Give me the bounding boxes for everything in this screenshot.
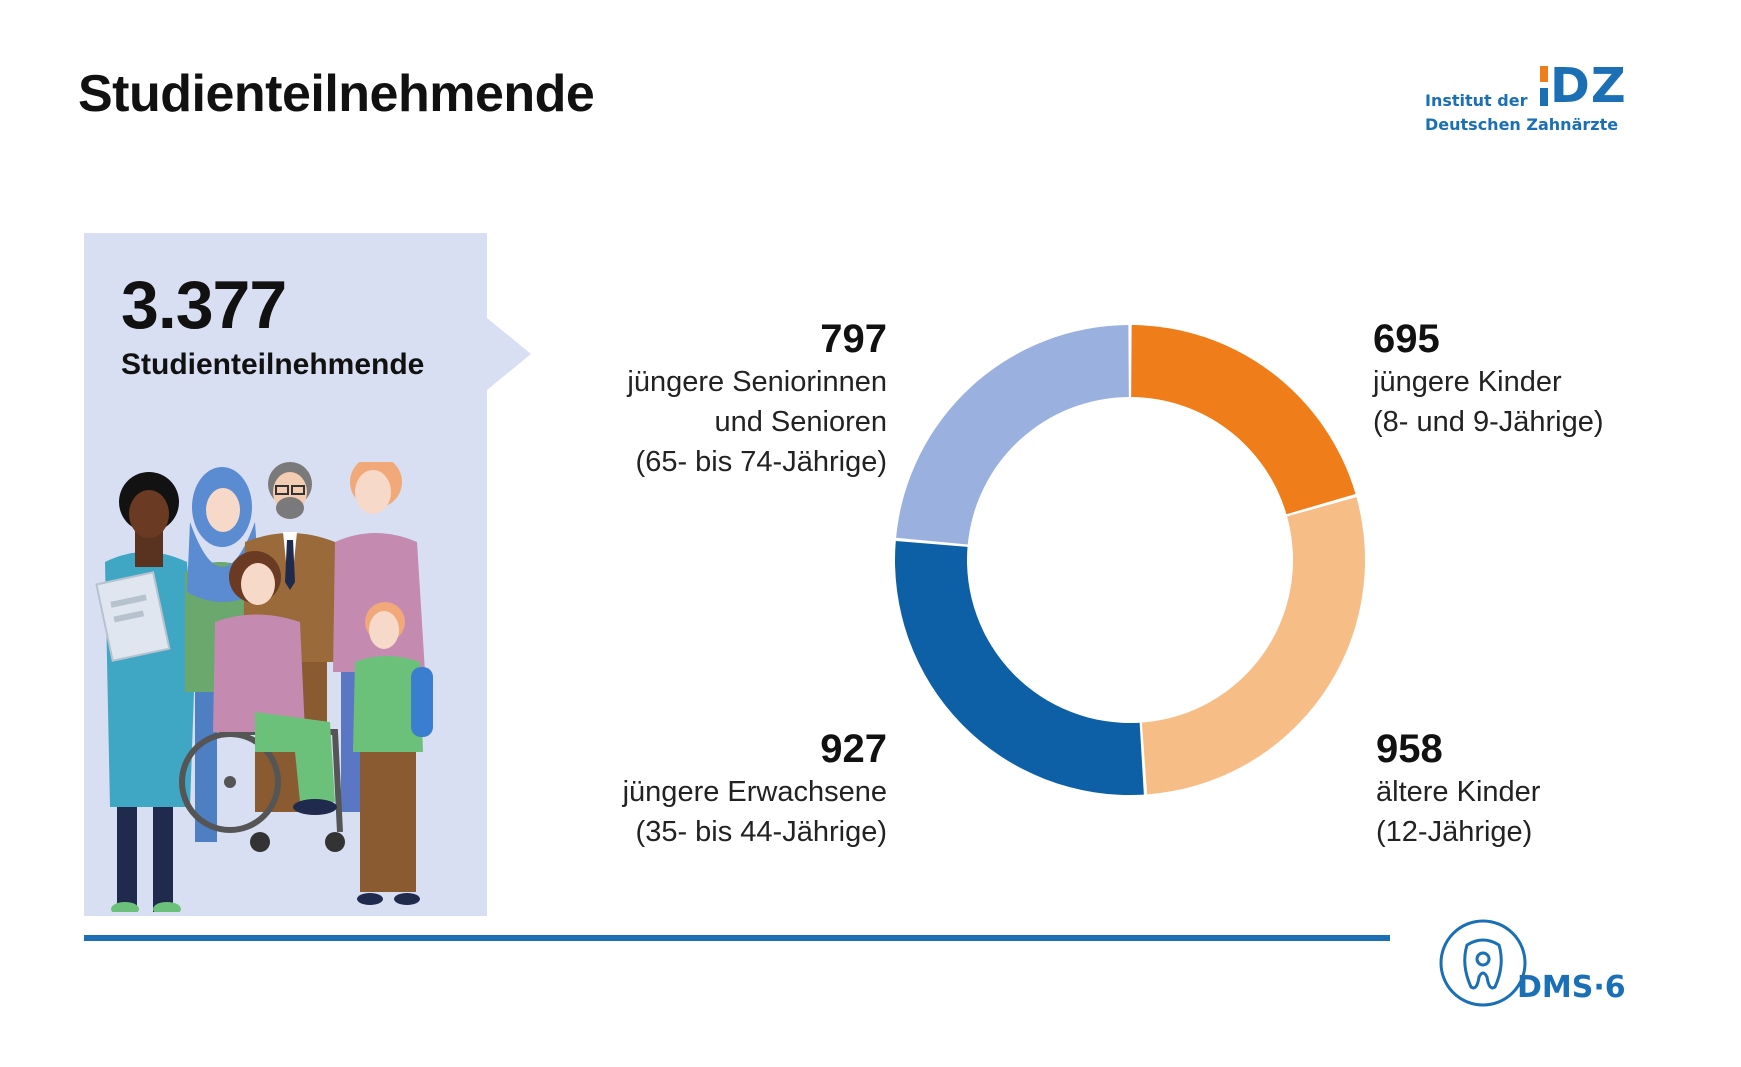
person-child-backpack-illustration: [353, 602, 433, 905]
segment-age-young-children: (8- und 9-Jährige): [1373, 406, 1604, 438]
donut-slice-1: [1131, 325, 1356, 515]
segment-age-seniors: (65- bis 74-Jährige): [635, 446, 887, 478]
donut-slice-4: [896, 325, 1129, 545]
segment-label-seniors: 797 jüngere Seniorinnen und Senioren (65…: [627, 316, 887, 482]
idz-logo-orange-bar: [1540, 66, 1548, 82]
idz-logo-line1: Institut der: [1425, 91, 1528, 110]
idz-logo-blue-bar: [1540, 88, 1548, 106]
total-participants-value: 3.377: [121, 267, 287, 343]
segment-name-older-children: ältere Kinder: [1376, 776, 1541, 808]
footer-divider: [84, 935, 1390, 941]
tooth-icon: [1463, 938, 1503, 990]
dms6-logo-text: DMS·6: [1517, 970, 1626, 1005]
idz-logo: DZ Institut der Deutschen Zahnärzte: [1425, 62, 1635, 142]
person-student-illustration: [95, 472, 195, 912]
segment-name-seniors-line2: und Senioren: [714, 406, 887, 438]
participants-donut-chart: [895, 325, 1365, 795]
dms6-logo: DMS·6: [1439, 919, 1626, 1007]
page-title: Studienteilnehmende: [78, 65, 595, 123]
donut-slice-2: [1141, 497, 1365, 795]
segment-label-adults: 927 jüngere Erwachsene (35- bis 44-Jähri…: [623, 726, 887, 852]
segment-value-seniors: 797: [820, 317, 887, 361]
total-participants-label: Studienteilnehmende: [121, 348, 425, 381]
segment-value-young-children: 695: [1373, 317, 1440, 361]
idz-logo-letters: DZ: [1550, 58, 1627, 114]
segment-age-older-children: (12-Jährige): [1376, 816, 1533, 848]
donut-slice-3: [895, 541, 1144, 795]
segment-name-seniors-line1: jüngere Seniorinnen: [627, 366, 887, 398]
person-wheelchair-user-illustration: [179, 551, 345, 852]
segment-value-older-children: 958: [1376, 727, 1443, 771]
idz-logo-line2: Deutschen Zahnärzte: [1425, 115, 1619, 134]
segment-name-young-children: jüngere Kinder: [1373, 366, 1562, 398]
segment-age-adults: (35- bis 44-Jährige): [635, 816, 887, 848]
segment-label-older-children: 958 ältere Kinder (12-Jährige): [1376, 726, 1540, 852]
segment-label-young-children: 695 jüngere Kinder (8- und 9-Jährige): [1373, 316, 1604, 442]
segment-value-adults: 927: [820, 727, 887, 771]
people-group-illustration: [95, 462, 433, 912]
magnifier-icon: [1475, 951, 1491, 967]
segment-name-adults: jüngere Erwachsene: [622, 776, 887, 808]
dms6-logo-ring: [1439, 919, 1527, 1007]
summary-panel-pointer: [487, 318, 531, 390]
